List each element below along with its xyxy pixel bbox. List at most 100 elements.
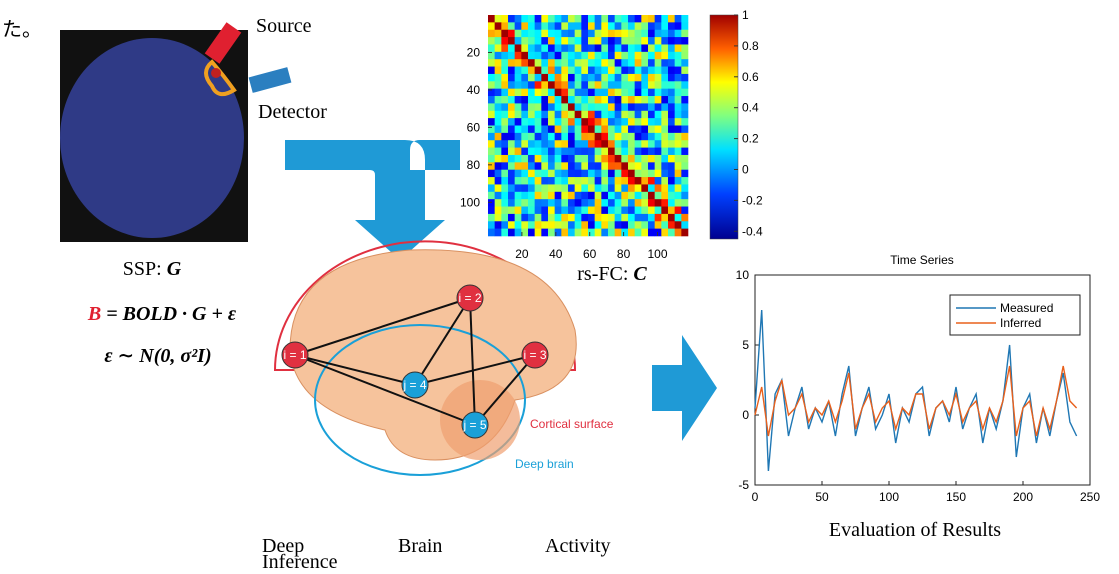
- heatmap-cell: [541, 59, 548, 67]
- heatmap-cell: [628, 170, 635, 178]
- heatmap-cell: [528, 59, 535, 67]
- heatmap-cell: [535, 96, 542, 104]
- heatmap-cell: [648, 96, 655, 104]
- heatmap-cell: [575, 155, 582, 163]
- heatmap-cell: [681, 207, 688, 215]
- heatmap-cell: [681, 118, 688, 126]
- heatmap-cell: [495, 162, 502, 170]
- heatmap-cell: [648, 221, 655, 229]
- heatmap-cell: [575, 170, 582, 178]
- heatmap-cell: [641, 81, 648, 89]
- heatmap-cell: [648, 162, 655, 170]
- heatmap-cell: [521, 192, 528, 200]
- heatmap-cell: [548, 30, 555, 38]
- heatmap-cell: [488, 44, 495, 52]
- heatmap-cell: [561, 170, 568, 178]
- y-tick-label: 0: [742, 408, 749, 422]
- heatmap-cell: [548, 111, 555, 119]
- heatmap-cell: [568, 140, 575, 148]
- heatmap-cell: [601, 37, 608, 45]
- method-word: Activity: [545, 535, 611, 557]
- heatmap-cell: [548, 44, 555, 52]
- heatmap-cell: [561, 111, 568, 119]
- heatmap-cell: [515, 214, 522, 222]
- heatmap-cell: [555, 15, 562, 23]
- heatmap-cell: [648, 74, 655, 82]
- heatmap-cell: [555, 192, 562, 200]
- heatmap-cell: [568, 74, 575, 82]
- heatmap-cell: [628, 140, 635, 148]
- heatmap-cell: [515, 170, 522, 178]
- heatmap-cell: [615, 30, 622, 38]
- heatmap-cell: [628, 214, 635, 222]
- heatmap-cell: [628, 207, 635, 215]
- heatmap-cell: [528, 44, 535, 52]
- heatmap-cell: [495, 177, 502, 185]
- heatmap-cell: [668, 148, 675, 156]
- heatmap-cell: [515, 118, 522, 126]
- heatmap-cell: [608, 22, 615, 30]
- heatmap-cell: [541, 214, 548, 222]
- heatmap-cell: [555, 177, 562, 185]
- heatmap-cell: [635, 44, 642, 52]
- heatmap-cell: [521, 140, 528, 148]
- heatmap-cell: [488, 229, 495, 237]
- heatmap-cell: [488, 111, 495, 119]
- heatmap-cell: [575, 37, 582, 45]
- heatmap-cell: [568, 67, 575, 75]
- heatmap-cell: [568, 229, 575, 237]
- heatmap-cell: [548, 96, 555, 104]
- heatmap-cell: [508, 126, 515, 134]
- heatmap-cell: [648, 30, 655, 38]
- heatmap-cell: [595, 59, 602, 67]
- heatmap-cell: [535, 59, 542, 67]
- heatmap-cell: [635, 103, 642, 111]
- heatmap-cell: [561, 22, 568, 30]
- heatmap-cell: [668, 192, 675, 200]
- right-arrow: [652, 335, 717, 441]
- heatmap-cell: [555, 155, 562, 163]
- heatmap-cell: [628, 15, 635, 23]
- heatmap-cell: [655, 118, 662, 126]
- heatmap-cell: [561, 15, 568, 23]
- heatmap-cell: [555, 30, 562, 38]
- heatmap-cell: [641, 221, 648, 229]
- heatmap-cell: [495, 214, 502, 222]
- node-label: i = 1: [283, 348, 306, 362]
- x-tick-label: 200: [1013, 490, 1033, 504]
- heatmap-cell: [641, 170, 648, 178]
- heatmap-cell: [501, 140, 508, 148]
- heatmap-cell: [615, 133, 622, 141]
- heatmap-cell: [541, 126, 548, 134]
- heatmap-cell: [521, 52, 528, 60]
- heatmap-cell: [488, 15, 495, 23]
- heatmap-cell: [595, 30, 602, 38]
- heatmap-cell: [541, 30, 548, 38]
- heatmap-cell: [548, 192, 555, 200]
- heatmap-cell: [655, 214, 662, 222]
- heatmap-cell: [521, 155, 528, 163]
- heatmap-cell: [681, 22, 688, 30]
- heatmap-cell: [601, 44, 608, 52]
- heatmap-cell: [541, 177, 548, 185]
- heatmap-cell: [601, 207, 608, 215]
- heatmap-cell: [488, 37, 495, 45]
- heatmap-cell: [628, 126, 635, 134]
- heatmap-cell: [655, 52, 662, 60]
- heatmap-cell: [588, 111, 595, 119]
- heatmap-cell: [495, 199, 502, 207]
- heatmap-cell: [635, 184, 642, 192]
- heatmap-cell: [615, 59, 622, 67]
- heatmap-cell: [568, 177, 575, 185]
- heatmap-cell: [675, 148, 682, 156]
- heatmap-cell: [555, 81, 562, 89]
- heatmap-cell: [581, 155, 588, 163]
- heatmap-cell: [641, 118, 648, 126]
- heatmap-cell: [515, 177, 522, 185]
- heatmap-cell: [535, 192, 542, 200]
- heatmap-cell: [675, 111, 682, 119]
- y-tick-label: 80: [467, 158, 481, 172]
- heatmap-cell: [515, 148, 522, 156]
- heatmap-cell: [635, 192, 642, 200]
- heatmap-cell: [528, 30, 535, 38]
